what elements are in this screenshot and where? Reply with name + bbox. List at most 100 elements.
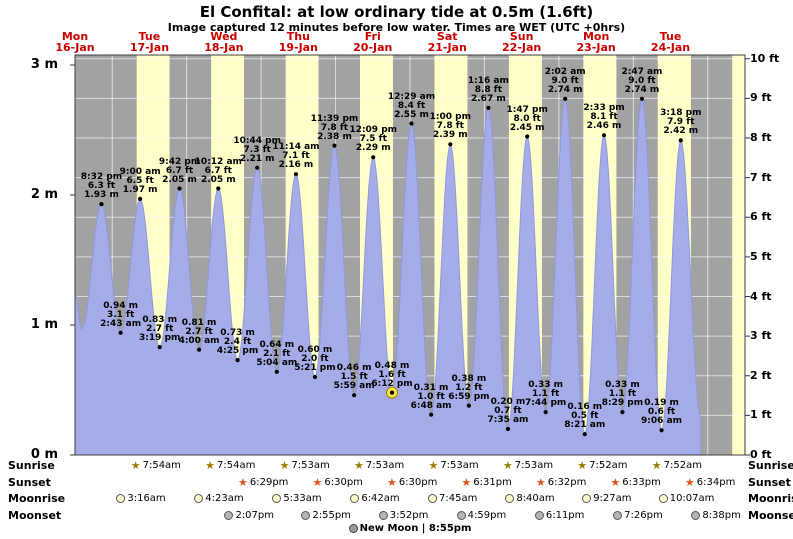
axis-label-feet: 2 ft xyxy=(750,368,772,382)
footer-entry-moonset: 7:26pm xyxy=(613,510,663,522)
tide-annotation-high: 9:42 pm 6.7 ft 2.05 m xyxy=(156,157,204,185)
day-of-week: Mon xyxy=(582,30,610,43)
tide-label-line: 8.0 ft xyxy=(513,113,541,124)
tide-annotation-low: 0.60 m 2.0 ft 5:21 pm xyxy=(291,346,339,373)
tide-label-line: 2:02 am xyxy=(544,66,586,77)
footer-entry-moonrise: 4:23am xyxy=(194,493,244,505)
tide-annotation-high: 2:47 am 9.0 ft 2.74 m xyxy=(618,66,666,95)
axis-label-feet: 9 ft xyxy=(750,91,772,105)
sunrise-icon: ★ xyxy=(279,459,290,472)
tide-annotation-low: 0.83 m 2.7 ft 3:19 pm xyxy=(136,316,184,343)
tide-point-dot xyxy=(99,202,104,207)
footer-entry-sunset: ★ 6:30pm xyxy=(387,477,437,489)
tide-label-line: 6:48 am xyxy=(410,400,452,411)
footer-entry-sunrise: ★ 7:53am xyxy=(428,460,478,472)
tide-label-line: 2.4 ft xyxy=(223,337,252,348)
footer-label-sunrise-left: Sunrise xyxy=(8,459,55,472)
footer-entry-moonrise: 6:42am xyxy=(350,493,400,505)
tide-label-line: 8.8 ft xyxy=(474,84,502,95)
tide-annotation-high: 1:47 pm 8.0 ft 2.45 m xyxy=(503,105,551,133)
tide-point-dot xyxy=(678,138,683,143)
footer-label-sunset-left: Sunset xyxy=(8,475,51,489)
tide-label-line: 0.60 m xyxy=(297,345,333,355)
tide-point-dot xyxy=(639,96,645,101)
tide-label-line: 2.7 ft xyxy=(146,324,174,335)
tide-annotation-high: 11:39 pm 7.8 ft 2.38 m xyxy=(310,114,359,142)
tide-point-dot xyxy=(312,374,318,380)
day-date: 16-Jan xyxy=(55,41,95,54)
footer-entry-sunrise: ★ 7:54am xyxy=(205,460,255,472)
tide-label-line: 2.7 ft xyxy=(185,326,213,337)
axis-label-feet: 5 ft xyxy=(750,249,772,263)
moonrise-time: 3:16am xyxy=(127,493,166,504)
footer-entry-moonset: 2:55pm xyxy=(301,510,351,522)
day-date: 18-Jan xyxy=(204,41,244,54)
tide-label-line: 2.29 m xyxy=(355,143,391,154)
tide-label-line: 4:00 am xyxy=(178,335,220,346)
footer-entry-moonrise: 5:33am xyxy=(272,493,322,505)
footer-entry-sunrise: ★ 7:53am xyxy=(354,460,404,472)
footer-label-moonset-right: Moonset xyxy=(748,508,793,522)
tide-label-line: 2:43 am xyxy=(100,318,142,329)
tide-label-line: 2.05 m xyxy=(200,174,236,185)
sunset-time: 6:30pm xyxy=(324,476,363,488)
moonset-icon xyxy=(224,510,234,520)
sunset-time: 6:34pm xyxy=(696,476,736,488)
tide-label-line: 0.19 m xyxy=(644,398,679,409)
footer-label-moonrise-left: Moonrise xyxy=(8,492,66,505)
tide-point-dot xyxy=(352,393,357,398)
tide-label-line: 9.0 ft xyxy=(551,75,579,86)
sunset-icon: ★ xyxy=(237,475,248,489)
tide-label-line: 2.74 m xyxy=(547,84,583,95)
day-label: Sat 21-Jan xyxy=(410,31,484,53)
tide-label-line: 6:12 pm xyxy=(371,378,413,389)
tide-point-dot xyxy=(563,96,568,101)
tide-point-dot xyxy=(543,410,548,415)
axis-label-feet: 3 ft xyxy=(750,329,772,343)
day-label: Tue 17-Jan xyxy=(112,31,186,53)
tide-label-line: 2:47 am xyxy=(621,66,663,77)
tide-label-line: 8:21 am xyxy=(564,420,606,431)
tide-label-line: 1.0 ft xyxy=(417,391,445,402)
day-of-week: Tue xyxy=(659,30,682,43)
tide-point-dot xyxy=(389,390,395,395)
tide-point-dot xyxy=(409,121,414,126)
day-of-week: Sat xyxy=(436,30,458,43)
moonrise-icon xyxy=(272,494,282,503)
sunrise-icon: ★ xyxy=(502,459,513,472)
tide-label-line: 1.93 m xyxy=(84,190,119,201)
tide-point-dot xyxy=(235,358,240,363)
footer-entry-sunrise: ★ 7:53am xyxy=(280,460,330,472)
sunrise-icon: ★ xyxy=(651,459,662,472)
moonrise-icon xyxy=(194,494,204,503)
tide-point-dot xyxy=(486,105,491,110)
tide-label-line: 8:32 pm xyxy=(80,172,123,183)
tide-annotation-low: 0.81 m 2.7 ft 4:00 am xyxy=(175,318,223,346)
tide-point-dot xyxy=(466,403,471,408)
tide-label-line: 1.5 ft xyxy=(340,372,368,383)
sunrise-time: 7:54am xyxy=(217,460,256,471)
footer-label-moonrise-right: Moonrise xyxy=(748,492,793,505)
axis-label-feet: 8 ft xyxy=(750,131,772,144)
footer-entry-sunrise: ★ 7:52am xyxy=(577,460,627,472)
tide-label-line: 2.67 m xyxy=(471,93,506,104)
chart-subtitle: Image captured 12 minutes before low wat… xyxy=(167,21,626,34)
tide-label-line: 1.6 ft xyxy=(378,369,406,380)
tide-label-line: 2.1 ft xyxy=(263,348,291,359)
tide-point-dot xyxy=(177,186,182,191)
tide-label-line: 2.42 m xyxy=(663,126,699,137)
tide-annotation-low: 0.20 m 0.7 ft 7:35 am xyxy=(484,398,532,425)
sunrise-time: 7:54am xyxy=(142,460,181,471)
tide-label-line: 0.5 ft xyxy=(571,411,599,422)
moonrise-time: 4:23am xyxy=(205,493,244,504)
sunrise-time: 7:53am xyxy=(440,460,479,471)
tide-label-line: 6:59 pm xyxy=(448,391,490,402)
sunset-icon: ★ xyxy=(461,475,472,489)
tide-point-dot xyxy=(525,134,530,139)
day-of-week: Mon xyxy=(61,30,89,43)
tide-label-line: 11:14 am xyxy=(272,142,320,153)
tide-label-line: 1.1 ft xyxy=(608,389,637,400)
day-of-week: Thu xyxy=(286,30,310,43)
footer-entry-sunset: ★ 6:32pm xyxy=(536,477,586,489)
